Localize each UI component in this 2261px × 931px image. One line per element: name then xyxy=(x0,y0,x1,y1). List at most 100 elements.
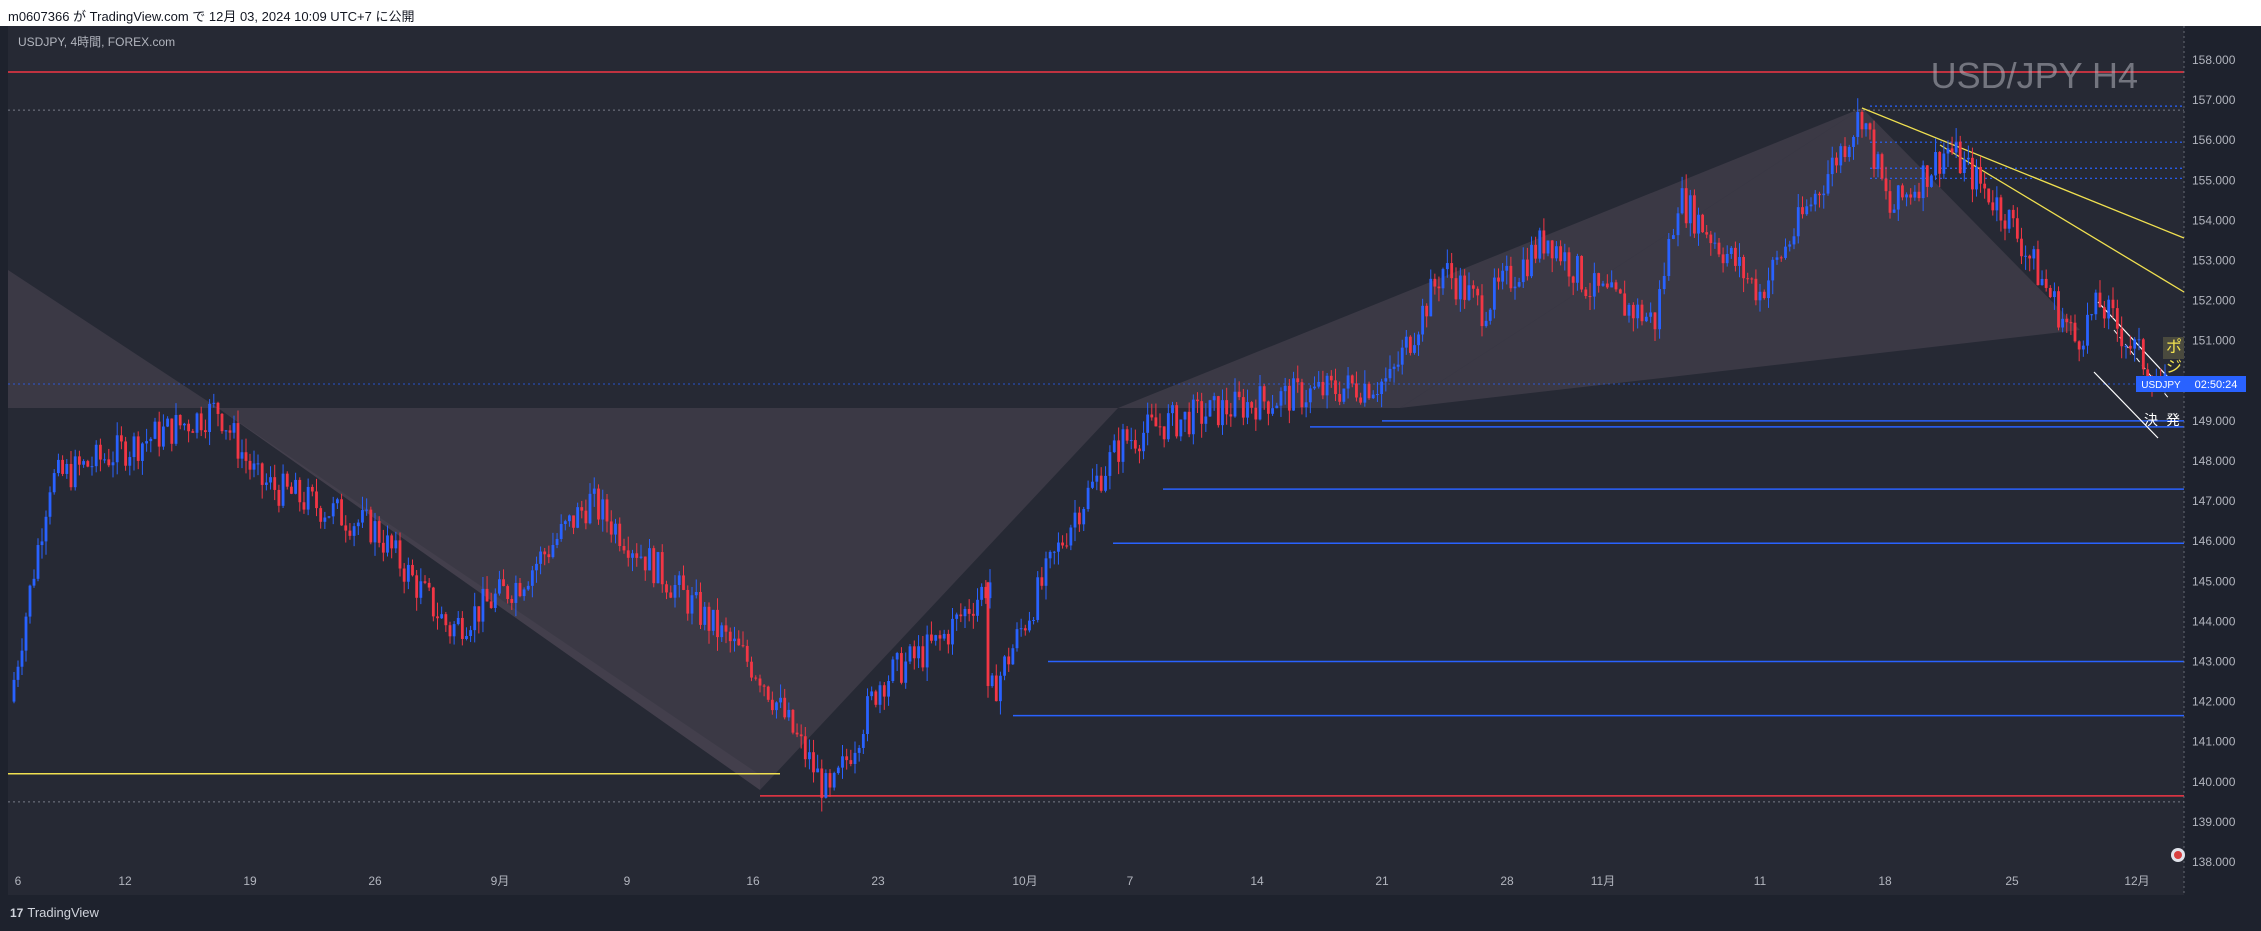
candle-body xyxy=(1746,278,1750,280)
candle-body xyxy=(1517,282,1521,287)
time-tick-label: 21 xyxy=(1375,874,1389,888)
candle-body xyxy=(1505,265,1509,271)
candle-body xyxy=(145,441,148,444)
candle-body xyxy=(1864,123,1868,130)
candle-body xyxy=(1142,432,1145,452)
candle-body xyxy=(252,463,256,470)
candle-body xyxy=(1725,253,1729,264)
candle-body xyxy=(1852,136,1855,147)
price-chart[interactable]: 158.000 157.000 156.000 155.000 154.000 153.0… xyxy=(0,26,2261,895)
candle-body xyxy=(1950,148,1954,153)
candle-body xyxy=(1171,405,1174,414)
candle-body xyxy=(1129,440,1133,442)
candle-body xyxy=(836,767,840,774)
candle-body xyxy=(745,645,749,662)
candle-body xyxy=(1729,247,1733,254)
price-tick-label: 149.000 xyxy=(2192,414,2236,428)
candle-body xyxy=(639,556,643,558)
candle-body xyxy=(1304,402,1308,408)
price-badge-symbol: USDJPY xyxy=(2141,380,2181,391)
candle-body xyxy=(306,486,310,510)
candle-body xyxy=(285,473,289,487)
candle-body xyxy=(576,507,580,528)
price-tick-label: 157.000 xyxy=(2192,93,2236,107)
candle-body xyxy=(1999,197,2003,221)
candle-body xyxy=(795,732,799,735)
candle-body xyxy=(1839,146,1843,166)
scroll-to-realtime-icon[interactable] xyxy=(2171,848,2185,862)
candle-body xyxy=(724,625,728,632)
candle-body xyxy=(1040,577,1044,586)
candle-body xyxy=(1229,414,1233,417)
candle-body xyxy=(444,614,448,626)
candle-body xyxy=(535,563,538,571)
candle-body xyxy=(1644,316,1648,322)
candle-body xyxy=(469,630,472,637)
candle-body xyxy=(665,584,668,593)
channel-line-lower xyxy=(2093,371,2159,439)
candle-body xyxy=(82,461,85,465)
candle-body xyxy=(174,414,178,444)
candle-body xyxy=(195,413,199,433)
candle-body xyxy=(874,691,878,705)
candle-body xyxy=(1433,278,1437,287)
candle-body xyxy=(2077,341,2081,350)
candle-body xyxy=(1300,382,1304,408)
candle-body xyxy=(369,509,373,543)
candle-body xyxy=(2069,322,2073,324)
candle-body xyxy=(828,773,832,788)
candle-body xyxy=(1221,400,1224,426)
candle-body xyxy=(331,503,335,517)
candle-body xyxy=(1321,381,1325,396)
candle-body xyxy=(766,686,770,700)
time-tick-label: 11 xyxy=(1754,874,1767,888)
candle-body xyxy=(1571,276,1575,283)
candle-body xyxy=(1492,277,1496,310)
candle-body xyxy=(1835,157,1838,166)
time-tick-label: 6 xyxy=(15,874,22,888)
candle-body xyxy=(572,515,575,528)
candle-body xyxy=(1792,236,1796,245)
candle-body xyxy=(1463,275,1467,300)
price-tick-label: 140.000 xyxy=(2192,775,2236,789)
candle-body xyxy=(220,413,224,432)
current-price-badge[interactable]: USDJPY 02:50:24 xyxy=(2136,376,2246,392)
candle-body xyxy=(1658,289,1661,330)
candle-body xyxy=(622,546,626,551)
price-tick-label: 156.000 xyxy=(2192,133,2236,147)
time-tick-label: 9 xyxy=(624,874,631,888)
candle-body xyxy=(1225,400,1229,415)
candle-body xyxy=(750,661,753,678)
price-tick-label: 155.000 xyxy=(2192,173,2236,187)
candle-body xyxy=(1826,174,1830,194)
candle-body xyxy=(1200,401,1204,424)
candle-body xyxy=(1934,152,1937,176)
candle-body xyxy=(1653,312,1657,330)
price-tick-label: 139.000 xyxy=(2192,815,2236,829)
time-tick-label: 23 xyxy=(871,874,885,888)
candle-body xyxy=(618,523,622,547)
time-tick-label: 26 xyxy=(368,874,382,888)
candle-body xyxy=(1376,394,1379,396)
candle-body xyxy=(648,548,651,571)
candle-body xyxy=(1995,197,1999,211)
candle-body xyxy=(493,593,497,608)
candle-body xyxy=(808,752,811,760)
candle-body xyxy=(2107,299,2111,319)
price-axis[interactable]: 158.000 157.000 156.000 155.000 154.000 153.0… xyxy=(2192,53,2236,869)
tradingview-logo[interactable]: 17 TradingView xyxy=(10,905,99,920)
candle-body xyxy=(845,756,849,761)
candle-body xyxy=(609,521,613,535)
candle-body xyxy=(78,456,81,465)
candle-body xyxy=(1534,244,1538,259)
time-axis[interactable]: 6 12 19 26 9月 9 16 23 10月 7 14 21 28 11月 11 18 25 12月 xyxy=(15,874,2150,888)
candle-body xyxy=(882,685,886,697)
candle-body xyxy=(20,650,24,667)
candle-body xyxy=(1680,188,1684,214)
candle-body xyxy=(260,463,264,485)
candle-body xyxy=(386,535,389,553)
candle-body xyxy=(94,444,98,467)
candle-body xyxy=(107,459,111,466)
candle-body xyxy=(925,634,929,668)
candle-body xyxy=(1032,619,1035,621)
